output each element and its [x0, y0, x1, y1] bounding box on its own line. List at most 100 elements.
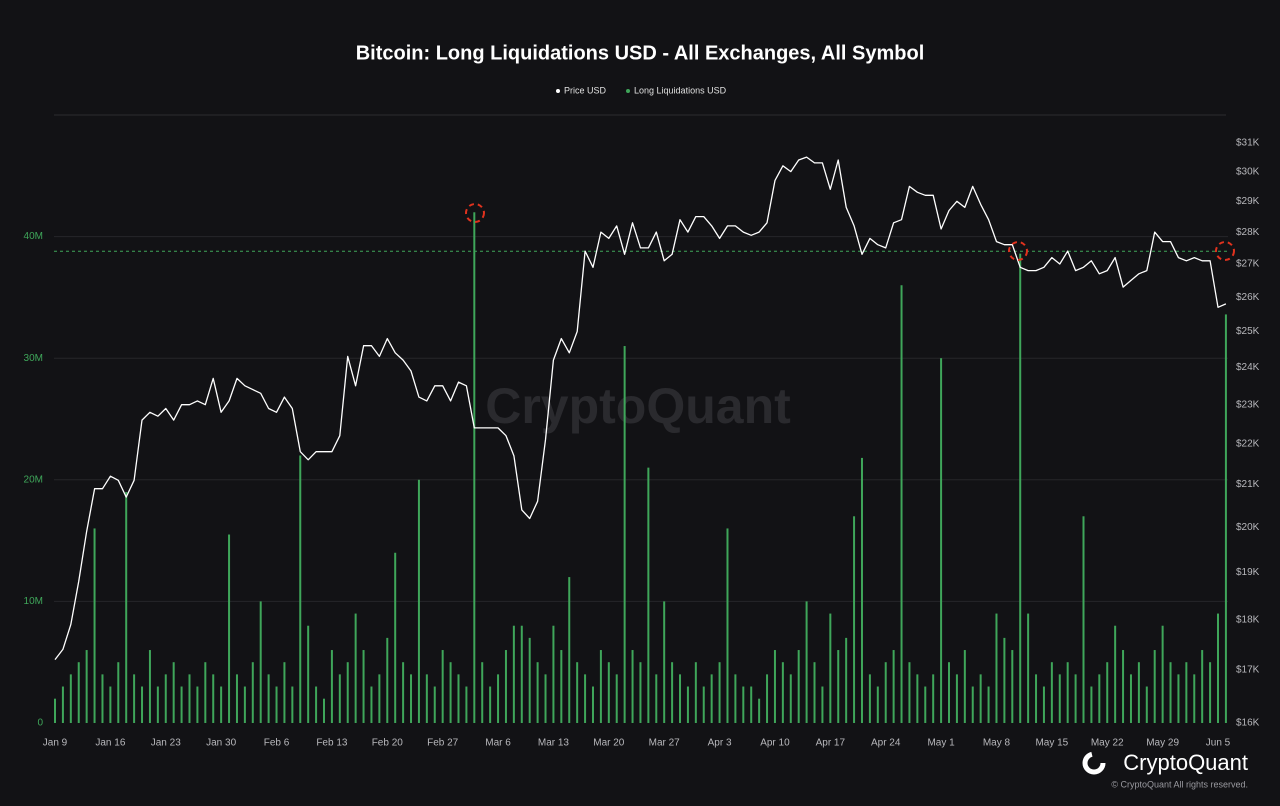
- liquidation-bar: [330, 650, 333, 723]
- chart-title: Bitcoin: Long Liquidations USD - All Exc…: [356, 42, 925, 64]
- liquidation-bar: [702, 686, 705, 723]
- liquidation-bar: [520, 625, 523, 723]
- liquidation-bar: [979, 674, 982, 723]
- liquidation-bar: [1090, 686, 1093, 723]
- liquidation-bar: [354, 613, 357, 723]
- x-tick-label: Jan 30: [206, 738, 236, 749]
- liquidation-bar: [1074, 674, 1077, 723]
- highlight-circle: [1008, 241, 1028, 261]
- liquidation-bar: [837, 650, 840, 723]
- liquidation-bar: [813, 662, 816, 723]
- x-tick-label: Apr 24: [871, 738, 901, 749]
- liquidation-bar: [251, 662, 254, 723]
- liquidation-bar: [1003, 637, 1006, 723]
- y2-tick-label: $18K: [1236, 614, 1260, 625]
- legend-label: Long Liquidations USD: [634, 85, 727, 95]
- x-tick-label: Feb 13: [316, 738, 348, 749]
- liquidation-bar: [235, 674, 238, 723]
- liquidation-bar: [315, 686, 318, 723]
- liquidation-bar: [623, 346, 626, 723]
- liquidation-bar: [932, 674, 935, 723]
- y2-tick-label: $16K: [1236, 718, 1260, 729]
- liquidation-bar: [141, 686, 144, 723]
- liquidation-bar: [69, 674, 72, 723]
- liquidation-bar: [789, 674, 792, 723]
- liquidation-bar: [1137, 662, 1140, 723]
- liquidation-bar: [449, 662, 452, 723]
- liquidation-bar: [473, 212, 476, 723]
- liquidation-bar: [544, 674, 547, 723]
- liquidation-bar: [568, 577, 571, 723]
- liquidation-bar: [948, 662, 951, 723]
- liquidation-bar: [615, 674, 618, 723]
- liquidation-bar: [963, 650, 966, 723]
- liquidation-bar: [164, 674, 167, 723]
- liquidation-bar: [1129, 674, 1132, 723]
- liquidation-bar: [307, 625, 310, 723]
- liquidation-bar: [441, 650, 444, 723]
- legend-label: Price USD: [564, 85, 607, 95]
- x-tick-label: Jan 9: [43, 738, 68, 749]
- liquidation-bar: [686, 686, 689, 723]
- liquidation-bar: [512, 625, 515, 723]
- liquidation-bar: [860, 457, 863, 723]
- liquidation-bar: [868, 674, 871, 723]
- price-line: [54, 156, 1227, 660]
- liquidation-bar: [465, 686, 468, 723]
- liquidation-bar: [1066, 662, 1069, 723]
- y2-tick-label: $19K: [1236, 567, 1260, 578]
- liquidation-bar: [797, 650, 800, 723]
- liquidation-bar: [853, 516, 856, 723]
- x-tick-label: May 22: [1091, 738, 1124, 749]
- liquidation-bar: [1035, 674, 1038, 723]
- y-tick-label: 30M: [24, 353, 43, 364]
- y2-tick-label: $22K: [1236, 438, 1260, 449]
- y2-tick-label: $21K: [1236, 479, 1260, 490]
- x-tick-label: May 29: [1146, 738, 1179, 749]
- liquidation-bar: [758, 698, 761, 723]
- y-tick-label: 10M: [24, 596, 43, 607]
- plot: 0 10M 20M 30M 40M $16K $17K $18K $19K $20K $21K $22…: [24, 137, 1260, 748]
- liquidation-bar: [1169, 662, 1172, 723]
- liquidation-bar: [196, 686, 199, 723]
- liquidation-bar: [655, 674, 658, 723]
- liquidation-bar: [710, 674, 713, 723]
- liquidation-bar: [212, 674, 215, 723]
- liquidation-bar: [955, 674, 958, 723]
- liquidation-bar: [172, 662, 175, 723]
- liquidation-bar: [1011, 650, 1014, 723]
- liquidation-bar: [220, 686, 223, 723]
- liquidation-bar: [1185, 662, 1188, 723]
- liquidation-bar: [125, 491, 128, 723]
- y2-tick-label: $17K: [1236, 664, 1260, 675]
- x-tick-label: Apr 17: [816, 738, 846, 749]
- liquidation-bar: [1161, 625, 1164, 723]
- liquidation-bar: [504, 650, 507, 723]
- liquidation-bar: [892, 650, 895, 723]
- copyright: © CryptoQuant All rights reserved.: [1111, 779, 1248, 789]
- liquidation-bar: [631, 650, 634, 723]
- highlight-circle: [1215, 241, 1235, 261]
- liquidation-bar: [1019, 253, 1022, 723]
- liquidation-bar: [338, 674, 341, 723]
- liquidation-bar: [995, 613, 998, 723]
- liquidation-bar: [228, 534, 231, 723]
- liquidation-bar: [101, 674, 104, 723]
- liquidation-bar: [821, 686, 824, 723]
- liquidation-bar: [1027, 613, 1030, 723]
- liquidation-bar: [1224, 314, 1227, 723]
- liquidation-bar: [322, 698, 325, 723]
- liquidation-bar: [726, 528, 729, 723]
- liquidation-bar: [1098, 674, 1101, 723]
- liquidation-bar: [607, 662, 610, 723]
- liquidation-bar: [1082, 516, 1085, 723]
- y2-tick-label: $29K: [1236, 196, 1260, 207]
- legend-marker: [626, 89, 631, 93]
- liquidation-bar: [188, 674, 191, 723]
- x-tick-label: Apr 10: [760, 738, 790, 749]
- logo-mark: [1082, 751, 1106, 775]
- liquidation-bar: [117, 662, 120, 723]
- liquidation-bar: [1145, 686, 1148, 723]
- y-tick-label: 0: [37, 718, 43, 729]
